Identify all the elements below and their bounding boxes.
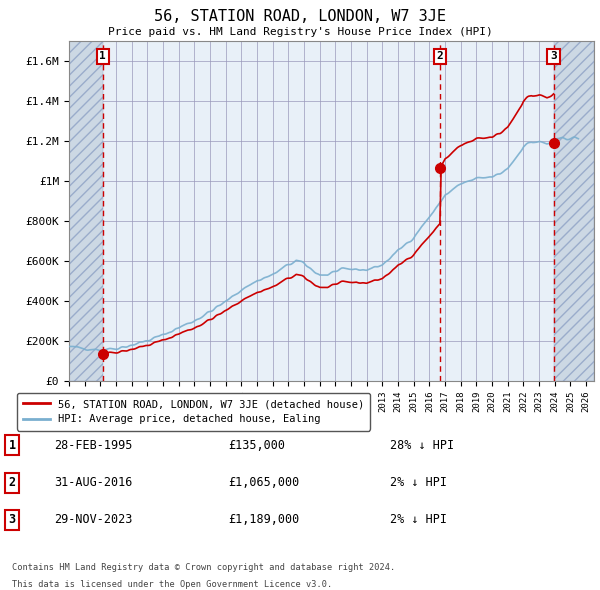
Text: 2% ↓ HPI: 2% ↓ HPI <box>390 476 447 489</box>
Bar <box>69 41 103 381</box>
Bar <box>554 41 594 381</box>
Text: 28% ↓ HPI: 28% ↓ HPI <box>390 439 454 452</box>
Text: 2: 2 <box>8 476 16 489</box>
Text: 2: 2 <box>437 51 443 61</box>
Text: 3: 3 <box>550 51 557 61</box>
Text: 2% ↓ HPI: 2% ↓ HPI <box>390 513 447 526</box>
Text: £1,065,000: £1,065,000 <box>228 476 299 489</box>
Text: This data is licensed under the Open Government Licence v3.0.: This data is licensed under the Open Gov… <box>12 579 332 589</box>
Text: 28-FEB-1995: 28-FEB-1995 <box>54 439 133 452</box>
Text: 3: 3 <box>8 513 16 526</box>
Text: Contains HM Land Registry data © Crown copyright and database right 2024.: Contains HM Land Registry data © Crown c… <box>12 563 395 572</box>
Text: Price paid vs. HM Land Registry's House Price Index (HPI): Price paid vs. HM Land Registry's House … <box>107 27 493 37</box>
Text: 1: 1 <box>100 51 106 61</box>
Text: 1: 1 <box>8 439 16 452</box>
Text: 31-AUG-2016: 31-AUG-2016 <box>54 476 133 489</box>
Text: £1,189,000: £1,189,000 <box>228 513 299 526</box>
Text: £135,000: £135,000 <box>228 439 285 452</box>
Legend: 56, STATION ROAD, LONDON, W7 3JE (detached house), HPI: Average price, detached : 56, STATION ROAD, LONDON, W7 3JE (detach… <box>17 393 370 431</box>
Text: 56, STATION ROAD, LONDON, W7 3JE: 56, STATION ROAD, LONDON, W7 3JE <box>154 9 446 24</box>
Text: 29-NOV-2023: 29-NOV-2023 <box>54 513 133 526</box>
